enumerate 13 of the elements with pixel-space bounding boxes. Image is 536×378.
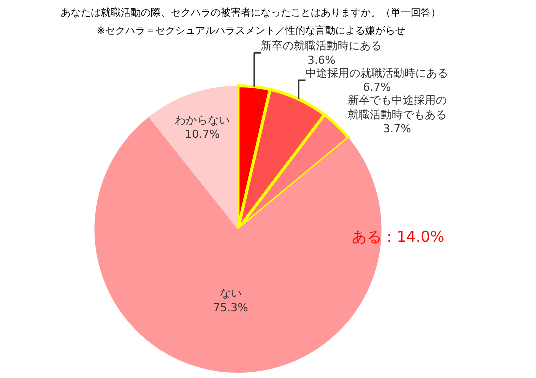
slice-label: 新卒でも中途採用の就職活動時でもある: [348, 94, 447, 122]
data-label: 6.7%: [363, 81, 392, 94]
slice-label: ない: [220, 287, 242, 300]
data-label: 3.7%: [383, 122, 412, 136]
slice-label: 新卒の就職活動時にある: [261, 40, 382, 53]
chart-subtitle: ※セクハラ＝セクシュアルハラスメント／性的な言動による嫌がらせ: [97, 25, 406, 37]
chart-title: あなたは就職活動の際、セクハラの被害者になったことはありますか。（単一回答）: [61, 7, 441, 19]
data-label: 10.7%: [185, 128, 220, 142]
data-label: 3.6%: [308, 54, 336, 67]
text: ある：14.0%: [352, 228, 445, 246]
data-label: 75.3%: [213, 302, 248, 315]
slice-label: わからない: [175, 114, 230, 127]
slice-label: 中途採用の就職活動時にある: [306, 66, 449, 80]
